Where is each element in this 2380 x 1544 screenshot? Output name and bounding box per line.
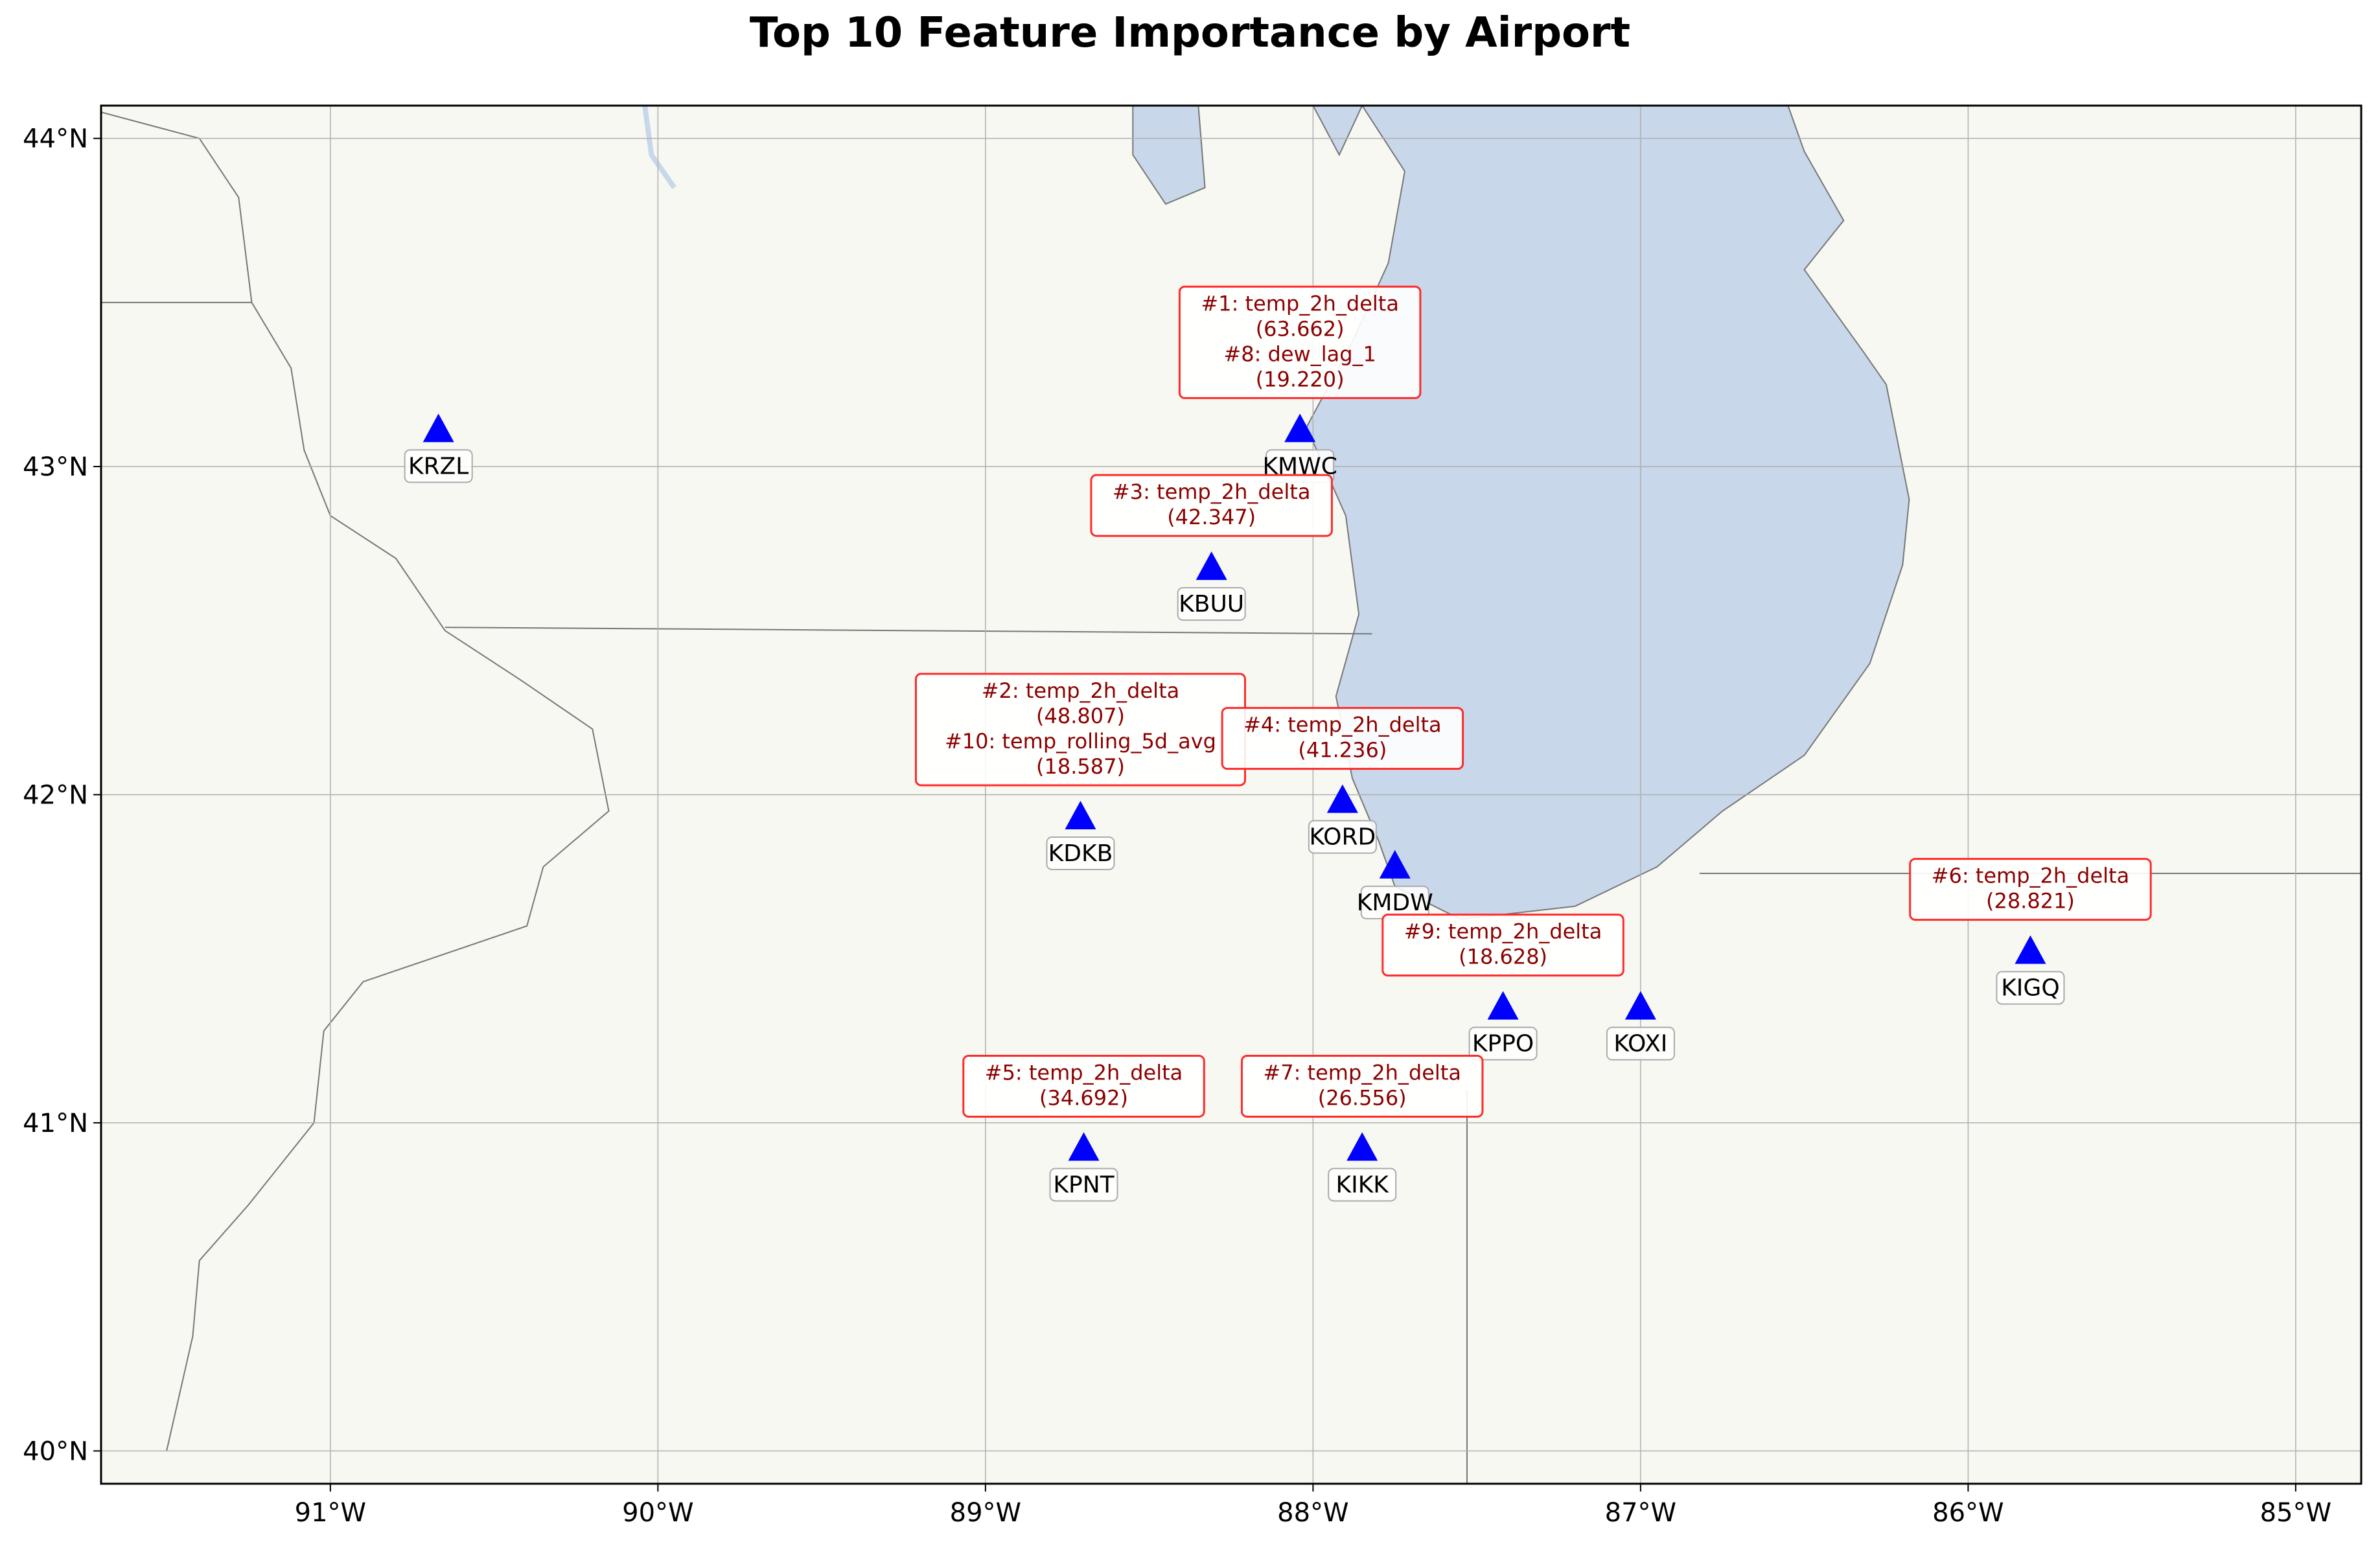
annotation-line: #4: temp_2h_delta — [1243, 713, 1442, 737]
triangle-marker-icon — [1284, 413, 1316, 443]
lon-tick-label: 86°W — [1932, 1498, 2004, 1528]
triangle-marker-icon — [1487, 991, 1519, 1020]
il-wi-border — [445, 627, 1372, 635]
annotation-kpnt: #5: temp_2h_delta(34.692) — [962, 1054, 1205, 1118]
station-label-box — [1046, 836, 1115, 870]
station-label: KBUU — [1179, 591, 1244, 617]
lon-tick-label: 85°W — [2260, 1498, 2331, 1528]
station-kikk: KIKK — [1328, 1132, 1397, 1202]
lat-tick-label: 42°N — [23, 781, 88, 811]
annotation-line: (18.587) — [1036, 754, 1125, 779]
station-label: KPPO — [1472, 1031, 1534, 1057]
triangle-marker-icon — [1326, 784, 1358, 813]
annotation-kdkb: #2: temp_2h_delta(48.807)#10: temp_rolli… — [914, 673, 1246, 787]
annotation-box — [1909, 858, 2152, 921]
annotation-box — [1221, 707, 1464, 770]
mississippi-river-border — [101, 111, 610, 1451]
annotation-line: #8: dew_lag_1 — [1223, 341, 1376, 366]
lat-tick-label: 43°N — [23, 452, 88, 482]
station-label-box — [404, 449, 473, 483]
lon-tick-label: 88°W — [1277, 1498, 1348, 1528]
annotation-line: #5: temp_2h_delta — [985, 1060, 1183, 1085]
lon-tick-label: 91°W — [295, 1498, 366, 1528]
station-label: KDKB — [1048, 840, 1113, 867]
annotation-line: (26.556) — [1318, 1085, 1407, 1110]
annotation-line: (18.628) — [1459, 945, 1547, 969]
lake-winnebago — [1132, 106, 1206, 205]
triangle-marker-icon — [1624, 991, 1656, 1020]
annotation-line: (28.821) — [1986, 889, 2075, 914]
triangle-marker-icon — [422, 413, 454, 443]
station-kdkb: KDKB — [1046, 800, 1115, 870]
lon-tick-label: 90°W — [622, 1498, 693, 1528]
annotation-line: #1: temp_2h_delta — [1201, 291, 1399, 316]
annotation-line: #6: temp_2h_delta — [1932, 864, 2130, 888]
station-label-box — [1308, 820, 1377, 854]
green-bay — [1312, 106, 1363, 157]
annotation-line: (19.220) — [1256, 367, 1345, 391]
station-label: KIGQ — [2001, 975, 2059, 1002]
map-title: Top 10 Feature Importance by Airport — [749, 9, 1631, 57]
feature-annotations: #1: temp_2h_delta(63.662)#8: dew_lag_1(1… — [914, 285, 2152, 1118]
station-koxi: KOXI — [1606, 991, 1675, 1061]
station-kigq: KIGQ — [1996, 935, 2065, 1005]
state-borders — [101, 111, 2361, 1484]
annotation-box — [1381, 914, 1624, 977]
station-kpnt: KPNT — [1049, 1132, 1118, 1202]
station-label-box — [1606, 1026, 1675, 1061]
annotation-kikk: #7: temp_2h_delta(26.556) — [1240, 1054, 1484, 1118]
lat-tick-label: 41°N — [23, 1109, 88, 1138]
annotation-kigq: #6: temp_2h_delta(28.821) — [1909, 858, 2152, 921]
annotation-box — [1090, 474, 1333, 537]
station-label: KPNT — [1053, 1171, 1115, 1198]
station-label: KORD — [1310, 824, 1376, 851]
annotation-line: (48.807) — [1036, 704, 1125, 728]
lon-tick-label: 89°W — [950, 1498, 1021, 1528]
lat-tick-label: 44°N — [23, 124, 88, 154]
triangle-marker-icon — [1346, 1132, 1378, 1161]
station-kbuu: KBUU — [1177, 551, 1246, 621]
station-krzl: KRZL — [404, 413, 473, 483]
station-label: KOXI — [1613, 1031, 1667, 1057]
triangle-marker-icon — [1379, 849, 1411, 879]
triangle-marker-icon — [1068, 1132, 1100, 1161]
station-kmdw: KMDW — [1357, 849, 1433, 919]
axis-ticks: 91°W 90°W 89°W 88°W 87°W 86°W 85°W 44°N 43°N 42°N… — [23, 124, 2331, 1528]
annotation-line: #9: temp_2h_delta — [1404, 919, 1602, 944]
station-label-box — [1996, 971, 2065, 1005]
annotation-line: #7: temp_2h_delta — [1263, 1060, 1461, 1085]
station-label-box — [1049, 1168, 1118, 1202]
station-label: KIKK — [1335, 1171, 1389, 1198]
lon-tick-label: 87°W — [1605, 1498, 1676, 1528]
station-kord: KORD — [1308, 784, 1377, 854]
annotation-line: #2: temp_2h_delta — [982, 678, 1180, 703]
annotation-line: (42.347) — [1167, 505, 1256, 529]
annotation-kbuu: #3: temp_2h_delta(42.347) — [1090, 474, 1333, 537]
triangle-marker-icon — [1065, 800, 1096, 829]
station-label: KRZL — [408, 453, 468, 479]
annotation-box — [1240, 1054, 1484, 1118]
station-label: KMDW — [1357, 890, 1433, 916]
annotation-line: (34.692) — [1039, 1085, 1128, 1110]
annotation-box — [962, 1054, 1205, 1118]
annotation-kppo: #9: temp_2h_delta(18.628) — [1381, 914, 1624, 977]
annotation-kord: #4: temp_2h_delta(41.236) — [1221, 707, 1464, 770]
station-label-box — [1468, 1026, 1538, 1061]
station-label-box — [1328, 1168, 1397, 1202]
triangle-marker-icon — [2015, 935, 2046, 964]
station-label-box — [1177, 587, 1246, 621]
annotation-box — [1178, 285, 1422, 399]
river — [642, 106, 676, 189]
triangle-marker-icon — [1196, 551, 1227, 581]
annotation-line: #10: temp_rolling_5d_avg — [945, 729, 1216, 754]
lat-tick-label: 40°N — [23, 1436, 88, 1466]
annotation-line: (41.236) — [1298, 738, 1387, 763]
annotation-line: #3: temp_2h_delta — [1113, 479, 1311, 504]
annotation-kmwc: #1: temp_2h_delta(63.662)#8: dew_lag_1(1… — [1178, 285, 1422, 399]
annotation-line: (63.662) — [1256, 316, 1345, 341]
station-kppo: KPPO — [1468, 991, 1538, 1061]
